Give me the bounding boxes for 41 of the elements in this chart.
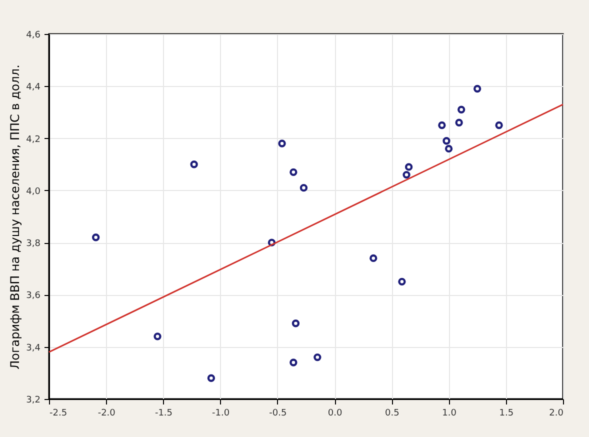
y-tick-label: 4,6: [26, 30, 41, 40]
x-tick-label: -1.0: [212, 408, 230, 418]
point: [268, 238, 276, 246]
y-tick-label: 3,8: [26, 239, 41, 250]
y-tick-label: 4,0: [26, 186, 41, 197]
point: [154, 332, 162, 340]
x-tick-label: 0.0: [328, 408, 342, 418]
y-tick-label: 4,2: [26, 134, 40, 145]
x-tick-label: -0.5: [269, 408, 287, 418]
y-tick-label: 4,4: [26, 82, 41, 93]
point: [292, 320, 300, 328]
point: [438, 121, 446, 130]
point: [404, 163, 413, 171]
point: [92, 234, 100, 242]
point: [370, 254, 378, 262]
x-tick-label: 0.5: [385, 408, 400, 418]
y-tick-label: 3,2: [26, 396, 40, 406]
y-tick-label: 3,4: [26, 343, 41, 354]
point: [300, 184, 308, 192]
point: [442, 137, 450, 145]
point: [473, 84, 482, 93]
point: [398, 278, 406, 286]
point: [190, 160, 198, 168]
point: [458, 106, 466, 114]
point: [278, 140, 286, 148]
point: [455, 118, 463, 126]
point: [207, 374, 216, 382]
x-tick-label: 1.0: [442, 408, 457, 418]
point: [290, 168, 298, 176]
x-tick-label: 2.0: [549, 408, 564, 418]
point: [495, 121, 503, 130]
x-tick-label: -2.5: [50, 408, 68, 418]
point: [402, 170, 410, 179]
x-tick-label: -2.0: [98, 408, 116, 418]
x-tick-label: -1.5: [154, 408, 173, 418]
x-tick-label: 1.5: [499, 408, 514, 418]
point: [290, 358, 298, 366]
y-axis-title: Логарифм ВВП на душу населения, ППС в долл.: [8, 64, 22, 370]
point: [444, 144, 453, 153]
point: [314, 353, 322, 362]
y-tick-label: 3,6: [26, 291, 41, 302]
